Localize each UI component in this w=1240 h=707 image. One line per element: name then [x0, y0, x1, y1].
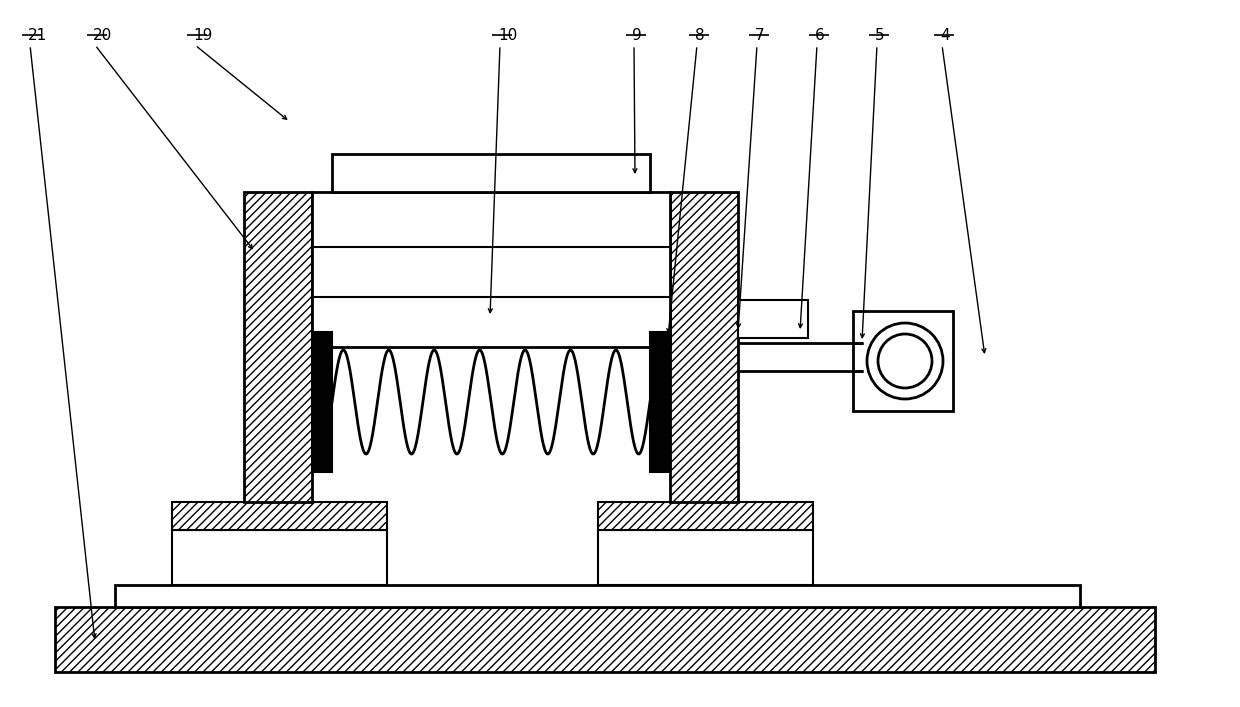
Text: 10: 10 [498, 28, 517, 42]
Polygon shape [670, 192, 738, 502]
Polygon shape [244, 192, 312, 502]
Polygon shape [115, 585, 1080, 607]
Text: 7: 7 [755, 28, 765, 42]
Text: 8: 8 [694, 28, 704, 42]
Text: 4: 4 [940, 28, 950, 42]
Polygon shape [172, 530, 387, 585]
Text: 21: 21 [29, 28, 47, 42]
Text: 20: 20 [93, 28, 113, 42]
Polygon shape [598, 502, 813, 530]
Polygon shape [650, 332, 670, 472]
Polygon shape [172, 502, 387, 530]
Text: 5: 5 [875, 28, 884, 42]
Polygon shape [312, 192, 670, 347]
Polygon shape [332, 154, 650, 192]
Polygon shape [312, 332, 332, 472]
Polygon shape [55, 607, 1154, 672]
Text: 9: 9 [632, 28, 642, 42]
Polygon shape [853, 311, 954, 411]
Text: 19: 19 [193, 28, 212, 42]
Polygon shape [738, 300, 808, 338]
Text: 6: 6 [815, 28, 825, 42]
Polygon shape [598, 530, 813, 585]
